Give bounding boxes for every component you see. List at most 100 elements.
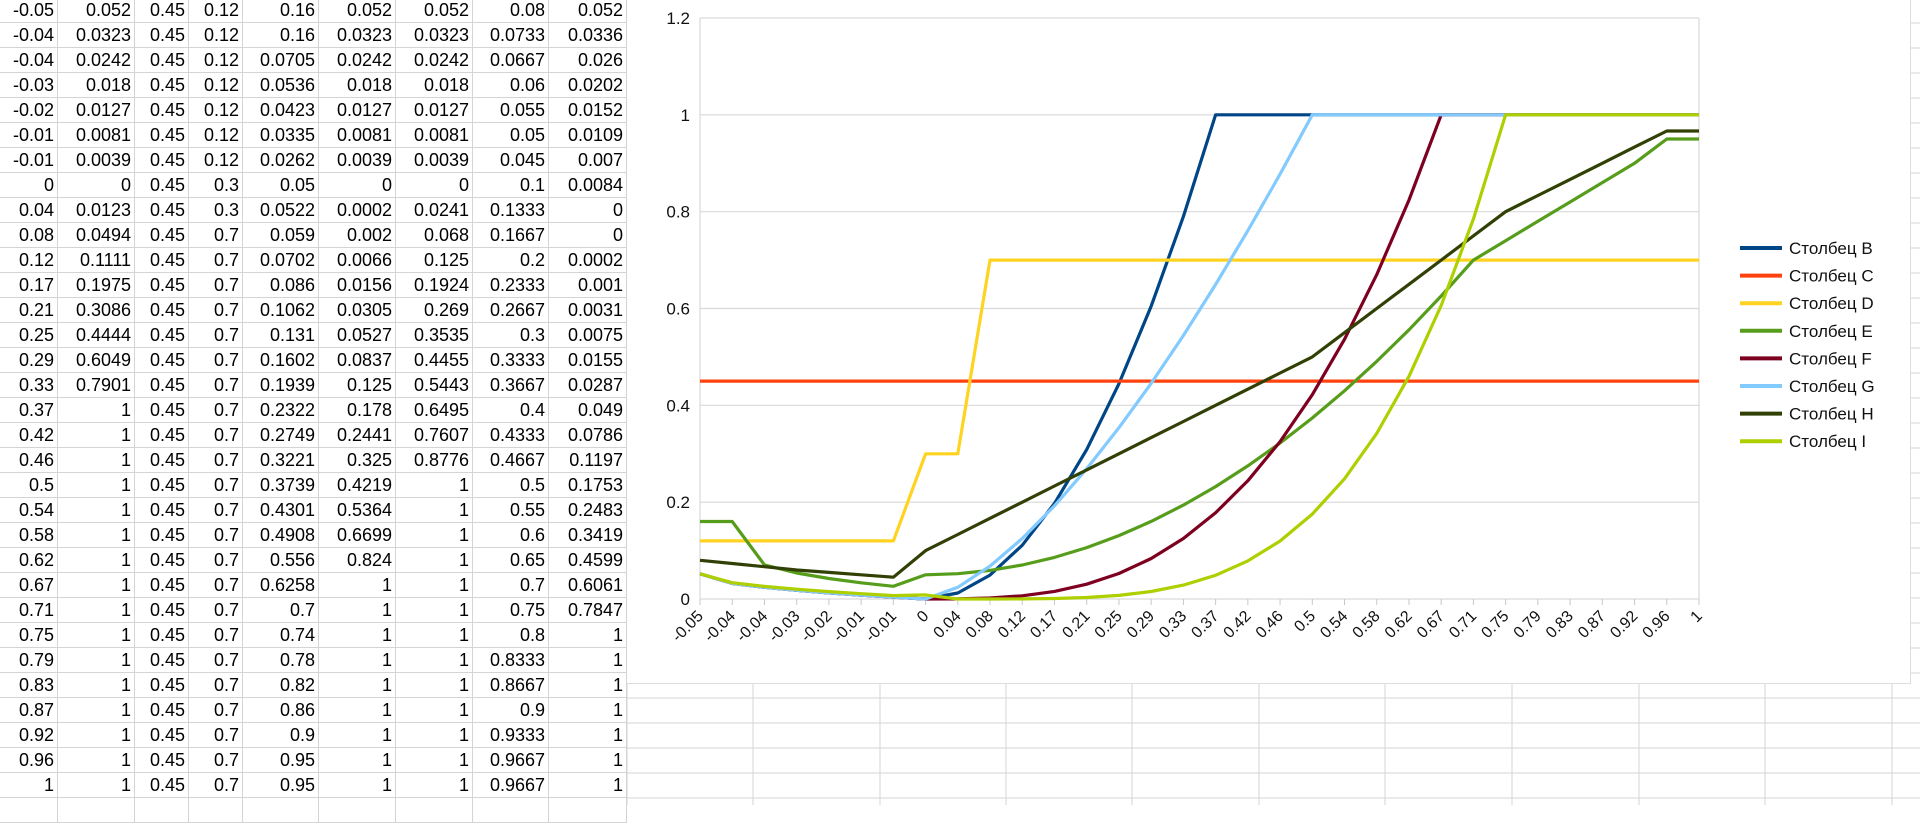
cell-D12[interactable]: 0.7	[189, 273, 243, 298]
cell-D29[interactable]: 0.7	[189, 698, 243, 723]
cell-C15[interactable]: 0.45	[135, 348, 189, 373]
cell-G22[interactable]: 1	[396, 523, 473, 548]
cell-A1[interactable]: -0.05	[0, 0, 58, 23]
cell-B21[interactable]: 1	[58, 498, 135, 523]
cell-F21[interactable]: 0.5364	[319, 498, 396, 523]
cell-G2[interactable]: 0.0323	[396, 23, 473, 48]
cell-A5[interactable]: -0.02	[0, 98, 58, 123]
cell-B32[interactable]: 1	[58, 773, 135, 798]
cell-G16[interactable]: 0.5443	[396, 373, 473, 398]
cell-A14[interactable]: 0.25	[0, 323, 58, 348]
cell-I9[interactable]: 0	[549, 198, 627, 223]
cell-E10[interactable]: 0.059	[243, 223, 319, 248]
cell-A27[interactable]: 0.79	[0, 648, 58, 673]
cell-G3[interactable]: 0.0242	[396, 48, 473, 73]
cell-I15[interactable]: 0.0155	[549, 348, 627, 373]
cell-C7[interactable]: 0.45	[135, 148, 189, 173]
cell-H17[interactable]: 0.4	[473, 398, 549, 423]
cell-G7[interactable]: 0.0039	[396, 148, 473, 173]
cell-B6[interactable]: 0.0081	[58, 123, 135, 148]
cell-E12[interactable]: 0.086	[243, 273, 319, 298]
cell-E6[interactable]: 0.0335	[243, 123, 319, 148]
cell-A9[interactable]: 0.04	[0, 198, 58, 223]
cell-C20[interactable]: 0.45	[135, 473, 189, 498]
cell-B11[interactable]: 0.1111	[58, 248, 135, 273]
cell-H21[interactable]: 0.55	[473, 498, 549, 523]
cell-F14[interactable]: 0.0527	[319, 323, 396, 348]
cell-I31[interactable]: 1	[549, 748, 627, 773]
cell-G12[interactable]: 0.1924	[396, 273, 473, 298]
cell-D10[interactable]: 0.7	[189, 223, 243, 248]
cell-D5[interactable]: 0.12	[189, 98, 243, 123]
cell-E20[interactable]: 0.3739	[243, 473, 319, 498]
cell-C19[interactable]: 0.45	[135, 448, 189, 473]
cell-I12[interactable]: 0.001	[549, 273, 627, 298]
cell-I23[interactable]: 0.4599	[549, 548, 627, 573]
cell-G25[interactable]: 1	[396, 598, 473, 623]
cell-D25[interactable]: 0.7	[189, 598, 243, 623]
cell-C22[interactable]: 0.45	[135, 523, 189, 548]
empty-cell[interactable]	[549, 798, 627, 823]
cell-A23[interactable]: 0.62	[0, 548, 58, 573]
cell-D15[interactable]: 0.7	[189, 348, 243, 373]
cell-C6[interactable]: 0.45	[135, 123, 189, 148]
cell-B20[interactable]: 1	[58, 473, 135, 498]
cell-H6[interactable]: 0.05	[473, 123, 549, 148]
cell-E18[interactable]: 0.2749	[243, 423, 319, 448]
cell-F6[interactable]: 0.0081	[319, 123, 396, 148]
cell-I1[interactable]: 0.052	[549, 0, 627, 23]
cell-E14[interactable]: 0.131	[243, 323, 319, 348]
cell-B4[interactable]: 0.018	[58, 73, 135, 98]
cell-B22[interactable]: 1	[58, 523, 135, 548]
cell-F10[interactable]: 0.002	[319, 223, 396, 248]
cell-E4[interactable]: 0.0536	[243, 73, 319, 98]
cell-I4[interactable]: 0.0202	[549, 73, 627, 98]
cell-D11[interactable]: 0.7	[189, 248, 243, 273]
cell-G26[interactable]: 1	[396, 623, 473, 648]
cell-C1[interactable]: 0.45	[135, 0, 189, 23]
cell-I7[interactable]: 0.007	[549, 148, 627, 173]
cell-D13[interactable]: 0.7	[189, 298, 243, 323]
cell-D17[interactable]: 0.7	[189, 398, 243, 423]
cell-A10[interactable]: 0.08	[0, 223, 58, 248]
cell-H8[interactable]: 0.1	[473, 173, 549, 198]
cell-G28[interactable]: 1	[396, 673, 473, 698]
cell-I5[interactable]: 0.0152	[549, 98, 627, 123]
cell-E19[interactable]: 0.3221	[243, 448, 319, 473]
cell-I26[interactable]: 1	[549, 623, 627, 648]
cell-B13[interactable]: 0.3086	[58, 298, 135, 323]
cell-D14[interactable]: 0.7	[189, 323, 243, 348]
cell-H26[interactable]: 0.8	[473, 623, 549, 648]
cell-G24[interactable]: 1	[396, 573, 473, 598]
cell-I20[interactable]: 0.1753	[549, 473, 627, 498]
cell-F3[interactable]: 0.0242	[319, 48, 396, 73]
cell-B12[interactable]: 0.1975	[58, 273, 135, 298]
cell-H13[interactable]: 0.2667	[473, 298, 549, 323]
cell-D24[interactable]: 0.7	[189, 573, 243, 598]
cell-F2[interactable]: 0.0323	[319, 23, 396, 48]
cell-I29[interactable]: 1	[549, 698, 627, 723]
cell-H24[interactable]: 0.7	[473, 573, 549, 598]
cell-B2[interactable]: 0.0323	[58, 23, 135, 48]
cell-H9[interactable]: 0.1333	[473, 198, 549, 223]
cell-I17[interactable]: 0.049	[549, 398, 627, 423]
cell-H7[interactable]: 0.045	[473, 148, 549, 173]
cell-A31[interactable]: 0.96	[0, 748, 58, 773]
cell-A21[interactable]: 0.54	[0, 498, 58, 523]
cell-F11[interactable]: 0.0066	[319, 248, 396, 273]
cell-I18[interactable]: 0.0786	[549, 423, 627, 448]
cell-E28[interactable]: 0.82	[243, 673, 319, 698]
cell-A7[interactable]: -0.01	[0, 148, 58, 173]
cell-C9[interactable]: 0.45	[135, 198, 189, 223]
cell-A24[interactable]: 0.67	[0, 573, 58, 598]
cell-D27[interactable]: 0.7	[189, 648, 243, 673]
cell-F15[interactable]: 0.0837	[319, 348, 396, 373]
cell-A6[interactable]: -0.01	[0, 123, 58, 148]
cell-F19[interactable]: 0.325	[319, 448, 396, 473]
cell-B19[interactable]: 1	[58, 448, 135, 473]
cell-G6[interactable]: 0.0081	[396, 123, 473, 148]
cell-C4[interactable]: 0.45	[135, 73, 189, 98]
cell-C8[interactable]: 0.45	[135, 173, 189, 198]
cell-E26[interactable]: 0.74	[243, 623, 319, 648]
cell-C3[interactable]: 0.45	[135, 48, 189, 73]
